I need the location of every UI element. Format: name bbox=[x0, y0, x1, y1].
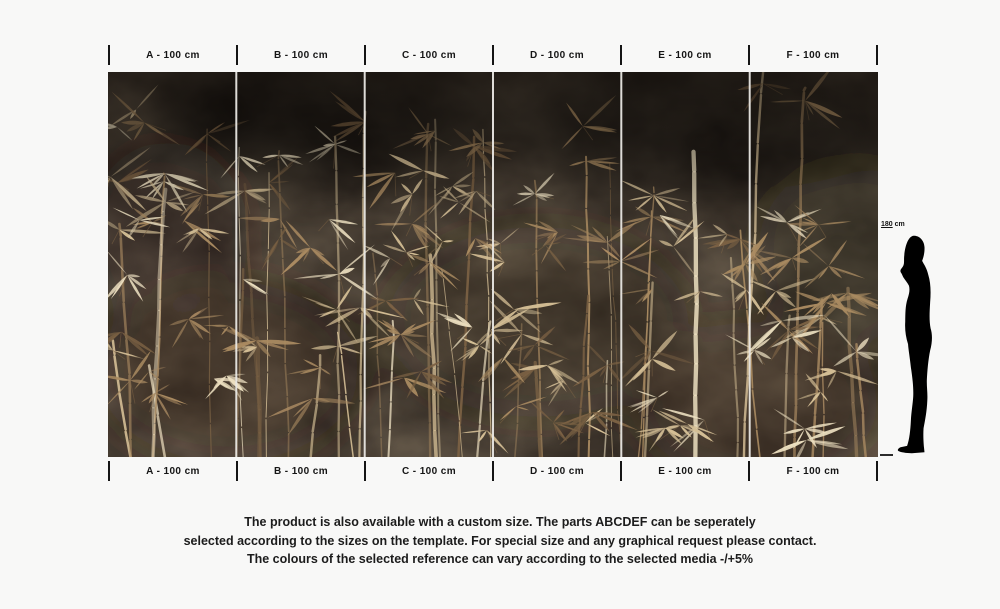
bottom-ruler-panel-f: F - 100 cm bbox=[748, 461, 878, 481]
top-ruler-panel-a: A - 100 cm bbox=[108, 45, 236, 65]
top-ruler-panel-d: D - 100 cm bbox=[492, 45, 620, 65]
scale-height-unit: cm bbox=[894, 221, 905, 228]
scale-height-value: 180 bbox=[881, 221, 893, 228]
top-size-ruler: A - 100 cm B - 100 cm C - 100 cm D - 100… bbox=[108, 45, 878, 65]
top-ruler-panel-c: C - 100 cm bbox=[364, 45, 492, 65]
wallpaper-preview bbox=[108, 72, 878, 457]
top-ruler-panel-e: E - 100 cm bbox=[620, 45, 748, 65]
scale-height-label: 180 cm bbox=[881, 221, 905, 228]
bamboo-mural-image bbox=[108, 72, 878, 457]
bottom-ruler-panel-b: B - 100 cm bbox=[236, 461, 364, 481]
bottom-ruler-panel-c: C - 100 cm bbox=[364, 461, 492, 481]
human-scale-silhouette bbox=[897, 235, 932, 454]
panel-separator-lines bbox=[235, 72, 751, 457]
custom-size-note: The product is also available with a cus… bbox=[0, 513, 1000, 569]
bottom-ruler-panel-e: E - 100 cm bbox=[620, 461, 748, 481]
top-ruler-panel-f: F - 100 cm bbox=[748, 45, 878, 65]
bottom-ruler-panel-d: D - 100 cm bbox=[492, 461, 620, 481]
note-line-2: selected according to the sizes on the t… bbox=[183, 533, 817, 548]
bottom-size-ruler: A - 100 cm B - 100 cm C - 100 cm D - 100… bbox=[108, 461, 878, 481]
note-line-1: The product is also available with a cus… bbox=[244, 515, 756, 529]
bottom-ruler-panel-a: A - 100 cm bbox=[108, 461, 236, 481]
floor-line-mark bbox=[880, 454, 893, 456]
note-line-3: The colours of the selected reference ca… bbox=[246, 552, 754, 566]
top-ruler-panel-b: B - 100 cm bbox=[236, 45, 364, 65]
